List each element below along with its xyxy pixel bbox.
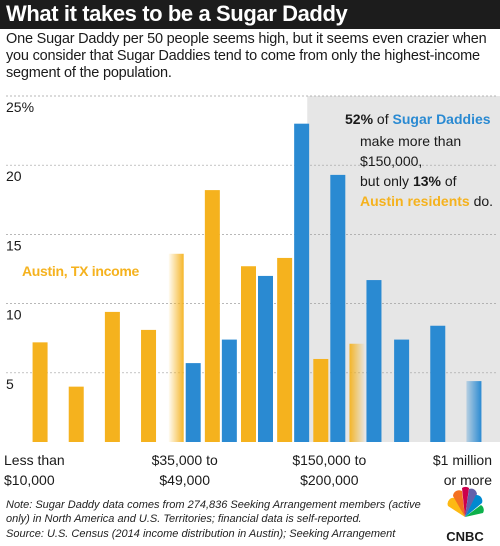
logo-feather-purple bbox=[465, 488, 477, 517]
x-tick-label: $49,000 bbox=[159, 472, 210, 488]
bar-austin bbox=[168, 253, 184, 442]
callout-line-5: Austin residents do. bbox=[360, 193, 493, 209]
y-tick-labels: 25% 20 15 10 5 bbox=[6, 99, 34, 392]
bar-sugar-daddy bbox=[430, 325, 446, 442]
logo-feather-yellow bbox=[447, 497, 465, 517]
x-tick-label: $200,000 bbox=[300, 472, 359, 488]
callout-sugar-daddies: Sugar Daddies bbox=[393, 111, 491, 127]
bar-austin bbox=[241, 266, 256, 442]
logo-feather-blue bbox=[465, 494, 483, 517]
bar-austin bbox=[349, 343, 365, 442]
chart-title: What it takes to be a Sugar Daddy bbox=[6, 1, 348, 26]
x-tick-label: $150,000 to bbox=[292, 452, 366, 468]
x-tick-label: Less than bbox=[4, 452, 65, 468]
bar-sugar-daddy bbox=[366, 280, 382, 442]
y-tick-label: 5 bbox=[6, 376, 14, 392]
x-tick-label: $10,000 bbox=[4, 472, 55, 488]
callout-line-2: make more than bbox=[360, 133, 461, 149]
callout-line-1: 52% of Sugar Daddies bbox=[345, 111, 491, 127]
bars bbox=[32, 123, 482, 443]
bar-sugar-daddy bbox=[330, 174, 346, 442]
callout-pct-austin: 13% bbox=[413, 173, 442, 189]
bar-sugar-daddy bbox=[294, 123, 310, 443]
footnote: Note: Sugar Daddy data comes from 274,83… bbox=[6, 499, 421, 525]
cnbc-logo: CNBC bbox=[446, 486, 484, 544]
bar-austin bbox=[104, 311, 120, 442]
callout-do: do. bbox=[470, 193, 493, 209]
callout-line-4: but only 13% of bbox=[360, 173, 457, 189]
logo-wordmark: CNBC bbox=[446, 529, 484, 544]
callout-of-1: of bbox=[373, 111, 392, 127]
callout-but-only: but only bbox=[360, 173, 413, 189]
bar-austin bbox=[277, 257, 293, 442]
bar-sugar-daddy bbox=[394, 339, 410, 442]
austin-series-label: Austin, TX income bbox=[22, 263, 140, 279]
callout-pct-sugar-daddies: 52% bbox=[345, 111, 374, 127]
callout-annotation: 52% of Sugar Daddies make more than $150… bbox=[345, 111, 493, 209]
bar-sugar-daddy bbox=[185, 363, 201, 442]
bar-sugar-daddy bbox=[258, 275, 273, 442]
source-note: Source: U.S. Census (2014 income distrib… bbox=[6, 528, 396, 540]
chart-subtitle: One Sugar Daddy per 50 people seems high… bbox=[6, 31, 487, 81]
y-tick-label: 10 bbox=[6, 307, 22, 323]
x-tick-label: or more bbox=[444, 472, 492, 488]
logo-feather-orange bbox=[453, 490, 465, 517]
callout-austin-residents: Austin residents bbox=[360, 193, 470, 209]
x-tick-labels: Less than $10,000 $35,000 to $49,000 $150,00… bbox=[4, 452, 492, 488]
callout-line-3: $150,000, bbox=[360, 153, 422, 169]
logo-feather-red bbox=[462, 486, 469, 517]
callout-of-2: of bbox=[441, 173, 457, 189]
logo-feather-green bbox=[465, 505, 484, 517]
bar-austin bbox=[204, 190, 220, 442]
bar-sugar-daddy bbox=[466, 381, 482, 442]
bar-austin bbox=[141, 329, 157, 442]
y-tick-label: 15 bbox=[6, 237, 22, 253]
title-bar: What it takes to be a Sugar Daddy bbox=[0, 0, 500, 29]
bar-austin bbox=[68, 386, 84, 442]
bar-austin bbox=[32, 342, 48, 442]
x-tick-label: $35,000 to bbox=[152, 452, 218, 468]
y-tick-label: 25% bbox=[6, 99, 34, 115]
x-tick-label: $1 million bbox=[433, 452, 492, 468]
bar-sugar-daddy bbox=[221, 339, 237, 442]
y-tick-label: 20 bbox=[6, 168, 22, 184]
bar-austin bbox=[313, 358, 329, 442]
